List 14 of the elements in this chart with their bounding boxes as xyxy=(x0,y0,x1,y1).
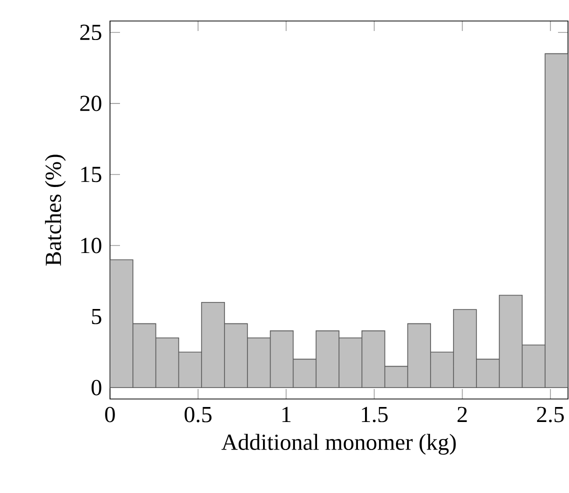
x-tick-label: 2.5 xyxy=(537,406,564,422)
y-tick-label: 25 xyxy=(80,24,102,40)
x-axis-title: Additional monomer (kg) xyxy=(221,434,456,455)
y-tick-label: 0 xyxy=(92,380,102,396)
x-tick-label: 0.5 xyxy=(184,406,212,422)
y-tick-label: 10 xyxy=(81,238,102,254)
y-tick-label: 15 xyxy=(81,166,102,182)
x-tick-label: 1.5 xyxy=(362,406,388,422)
x-tick-label: 0 xyxy=(105,406,115,422)
y-tick-label: 20 xyxy=(80,96,102,112)
x-tick-label: 1 xyxy=(282,406,291,422)
y-axis-title: Batches (%) xyxy=(44,154,66,266)
y-tick-label: 5 xyxy=(92,308,102,324)
x-tick-label: 2 xyxy=(458,406,467,422)
